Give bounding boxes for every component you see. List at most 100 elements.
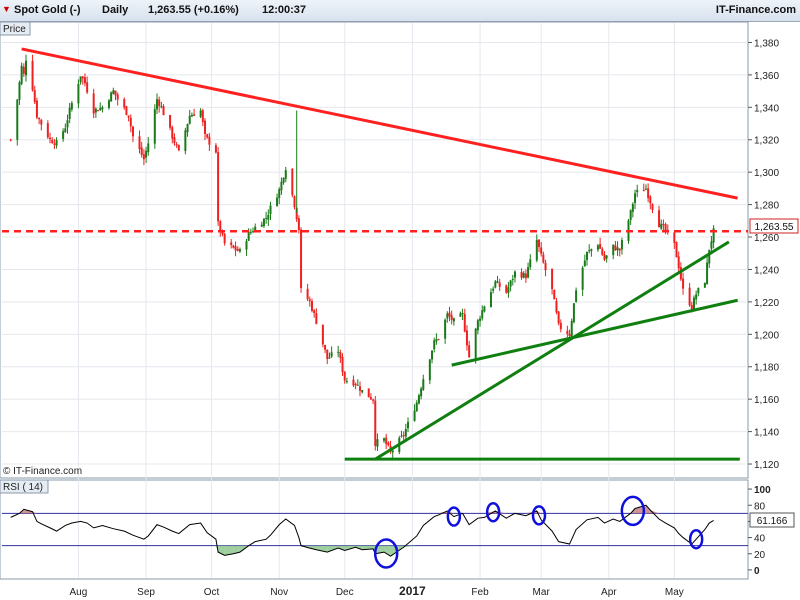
down-candle (553, 290, 556, 300)
up-candle (260, 224, 263, 227)
up-candle (278, 189, 281, 199)
down-candle (49, 137, 52, 140)
rsi-overbought-fill (645, 505, 651, 514)
resistance-trendline (21, 47, 738, 200)
up-candle (522, 272, 525, 278)
up-candle (383, 438, 386, 441)
rsi-highlight-circle (688, 528, 704, 550)
down-candle (540, 247, 543, 254)
month-label: May (665, 587, 684, 598)
up-candle (712, 228, 715, 243)
rsi-value-tag (749, 512, 795, 528)
up-candle (20, 65, 23, 84)
up-candle (70, 103, 73, 110)
down-candle (369, 397, 372, 400)
up-candle (188, 115, 191, 124)
down-candle (40, 119, 43, 125)
down-candle (86, 82, 89, 93)
down-candle (465, 330, 468, 346)
up-candle (509, 280, 512, 287)
up-candle (199, 110, 202, 117)
price-title-box (0, 21, 31, 36)
down-candle (162, 106, 165, 116)
up-candle (459, 313, 462, 317)
down-candle (31, 60, 34, 91)
up-candle (507, 287, 510, 293)
up-candle (190, 115, 193, 117)
rsi-oversold-fill (403, 545, 417, 548)
up-candle (184, 130, 187, 151)
down-candle (297, 218, 300, 231)
down-candle (175, 144, 178, 146)
up-candle (703, 283, 706, 288)
down-candle (437, 339, 440, 341)
up-candle (265, 218, 268, 220)
price-tick-label: 1,280 (754, 201, 779, 212)
down-candle (221, 231, 224, 235)
price-tick-label: 1,360 (754, 71, 779, 82)
down-candle (603, 254, 606, 260)
down-candle (568, 333, 571, 336)
rsi-line (10, 504, 714, 557)
rsi-tick-label: 80 (754, 501, 766, 512)
rsi-oversold-fill (327, 545, 339, 553)
down-candle (214, 145, 217, 153)
down-candle (97, 110, 100, 112)
down-candle (402, 435, 405, 437)
up-candle (101, 107, 104, 110)
down-candle (555, 300, 558, 313)
rsi-oversold-fill (233, 545, 240, 554)
up-candle (511, 279, 514, 281)
up-candle (145, 150, 148, 158)
up-candle (262, 218, 265, 227)
rsi-oversold-fill (384, 545, 391, 557)
up-candle (596, 245, 599, 250)
up-candle (64, 128, 67, 133)
down-candle (208, 136, 211, 145)
down-candle (310, 301, 313, 311)
up-candle (476, 320, 479, 331)
down-candle (690, 305, 693, 310)
support-trendline (451, 298, 738, 367)
up-candle (155, 99, 158, 110)
down-candle (313, 310, 316, 314)
up-candle (620, 240, 623, 250)
up-candle (586, 251, 589, 260)
rsi-highlight-circle (620, 495, 646, 527)
up-candle (249, 231, 252, 233)
down-candle (35, 100, 38, 118)
down-candle (321, 324, 324, 345)
down-candle (463, 313, 466, 332)
up-candle (535, 239, 538, 261)
up-candle (692, 297, 695, 310)
up-candle (575, 290, 578, 302)
price-tick-label: 1,180 (754, 363, 779, 374)
down-candle (116, 94, 119, 100)
up-candle (660, 223, 663, 229)
up-candle (160, 106, 163, 108)
price-tick-label: 1,200 (754, 330, 779, 341)
rsi-panel-title: RSI ( 14) (3, 482, 43, 493)
month-label: Feb (471, 587, 489, 598)
down-candle (114, 90, 117, 96)
down-candle (308, 299, 311, 302)
up-candle (435, 339, 438, 342)
down-candle (358, 386, 361, 391)
down-candle (387, 442, 390, 446)
down-candle (651, 204, 654, 210)
month-label: Nov (270, 587, 288, 598)
down-candle (354, 384, 357, 386)
down-candle (642, 189, 645, 192)
price-tick-label: 1,320 (754, 136, 779, 147)
down-candle (599, 243, 602, 249)
down-candle (217, 152, 220, 222)
up-candle (110, 92, 113, 102)
down-candle (367, 388, 370, 398)
down-candle (505, 285, 508, 293)
month-label: Sep (137, 587, 155, 598)
up-candle (695, 294, 698, 300)
up-candle (404, 429, 407, 437)
up-candle (254, 226, 257, 231)
up-candle (494, 281, 497, 288)
up-candle (284, 170, 287, 179)
